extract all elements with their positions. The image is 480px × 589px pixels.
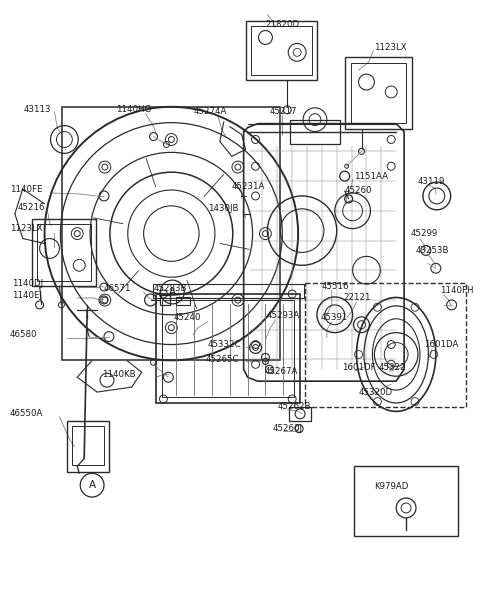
Text: 45217: 45217 [270,107,297,116]
Text: 45320D: 45320D [359,388,393,396]
Text: 46550A: 46550A [10,409,43,418]
Bar [156,294,300,403]
Text: 1601DF: 1601DF [342,363,375,372]
Text: 45231A: 45231A [232,181,265,191]
Text: 1140KB: 1140KB [102,370,136,379]
Bar [345,57,412,128]
Bar [289,407,311,421]
Bar [176,297,190,305]
Text: 1140HG: 1140HG [116,105,151,114]
Text: 43113: 43113 [24,105,51,114]
Text: 45240: 45240 [173,313,201,322]
Text: A: A [88,480,96,490]
Text: 22121: 22121 [344,293,371,303]
Text: A: A [169,287,176,297]
Text: 46580: 46580 [10,330,37,339]
Bar [162,300,294,397]
Text: 1140FH: 1140FH [440,286,473,294]
Bar [246,21,317,80]
Text: 45267A: 45267A [264,367,298,376]
Bar [354,466,457,535]
Text: 21820D: 21820D [265,20,300,29]
Bar [153,284,304,298]
Text: 1140DJ: 1140DJ [12,279,43,287]
Text: 45391: 45391 [321,313,348,322]
Text: 45283B: 45283B [154,283,187,293]
Bar [290,120,340,144]
Text: 45265C: 45265C [206,355,240,364]
Bar [36,224,91,281]
Text: K979AD: K979AD [374,482,408,491]
Text: 43253B: 43253B [416,246,449,255]
Text: 1123LX: 1123LX [10,224,43,233]
Bar [72,426,104,465]
Text: 45293A: 45293A [266,312,300,320]
Text: 45332C: 45332C [208,340,241,349]
Text: 46571: 46571 [103,283,131,293]
Bar [67,421,109,472]
Text: 45260J: 45260J [272,424,302,433]
Bar [251,25,312,75]
Text: 1140EJ: 1140EJ [12,292,42,300]
Bar [350,63,406,123]
Text: 1151AA: 1151AA [354,171,387,181]
Text: 1140FE: 1140FE [10,184,42,194]
Text: 1123LX: 1123LX [374,43,407,52]
Text: 1430JB: 1430JB [208,204,239,213]
Bar [32,219,96,286]
Text: 45262B: 45262B [277,402,311,412]
Bar [305,283,466,407]
Text: 1601DA: 1601DA [424,340,458,349]
Text: 45516: 45516 [322,282,349,290]
Text: 43119: 43119 [418,177,445,186]
Bar [62,107,280,360]
Bar [160,295,170,305]
Text: 45322: 45322 [378,363,406,372]
Text: 45299: 45299 [411,229,438,238]
Text: 45216: 45216 [18,203,45,213]
Text: 45274A: 45274A [193,107,227,116]
Text: 45260: 45260 [345,187,372,196]
